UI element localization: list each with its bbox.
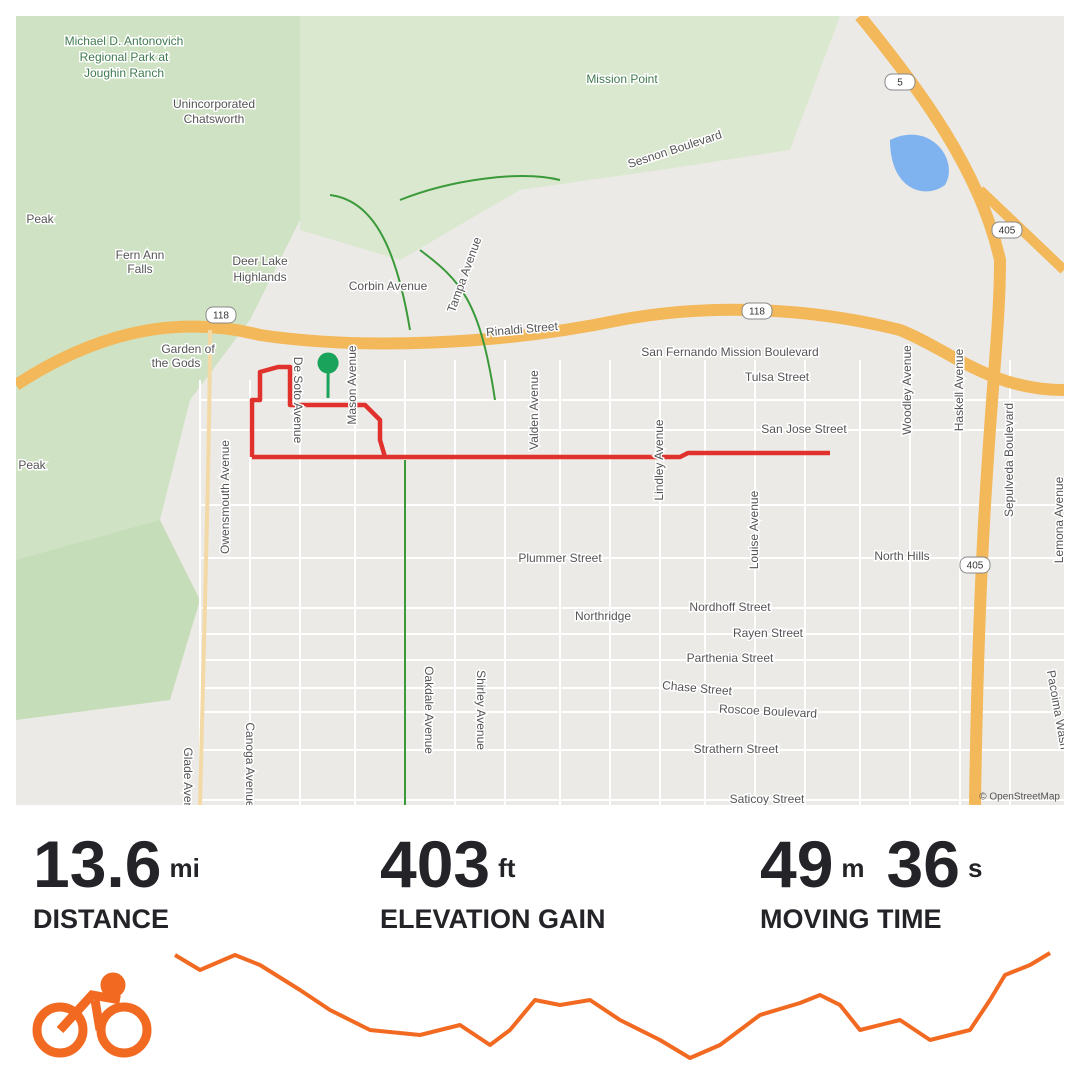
map-label: Sepulveda Boulevard (1002, 403, 1016, 517)
map-label: Michael D. Antonovich (65, 34, 184, 48)
map-label: Unincorporated (173, 97, 255, 111)
map-label: Northridge (575, 609, 631, 623)
map-label: Plummer Street (518, 551, 602, 565)
stat-number: 49 (760, 827, 833, 901)
stat-unit: s (968, 853, 982, 883)
stat-label: MOVING TIME (760, 904, 942, 934)
stat-value: 403 ft (380, 827, 516, 901)
stat-unit: m (841, 853, 864, 883)
map-label: Peak (26, 212, 54, 226)
route-shield (741, 302, 773, 320)
elevation-profile (173, 951, 1052, 1060)
map-label: De Soto Avenue (291, 357, 305, 444)
map-label: Roscoe Boulevard (719, 702, 818, 721)
map-label: Mission Point (586, 72, 658, 86)
map-label: Tulsa Street (745, 370, 810, 384)
map-label: North Hills (874, 549, 929, 563)
map-label: Valden Avenue (527, 370, 541, 450)
map-label: Mason Avenue (345, 345, 359, 424)
route-shield-label: 405 (967, 561, 984, 572)
stat-label: ELEVATION GAIN (380, 904, 606, 934)
map-label: San Fernando Mission Boulevard (641, 345, 818, 359)
map-label: San Jose Street (761, 422, 847, 436)
map-label: Strathern Street (694, 742, 779, 756)
stat-unit: ft (498, 853, 516, 883)
map-label: Oakdale Avenue (422, 666, 436, 754)
map: Michael D. Antonovich Regional Park at Jou… (16, 16, 1066, 823)
stat-unit: mi (169, 853, 199, 883)
map-label: Lemona Avenue (1052, 476, 1066, 563)
map-label: Regional Park at (80, 50, 169, 64)
cycling-icon (32, 972, 152, 1058)
map-label: Peak (18, 458, 46, 472)
map-label: Deer Lake (232, 254, 288, 268)
map-label: Louise Avenue (747, 490, 761, 569)
map-label: Chatsworth (184, 112, 245, 126)
stat-value: 49 m 36 s (760, 827, 982, 901)
map-label: Rayen Street (733, 626, 804, 640)
map-label: Garden of (161, 342, 215, 356)
map-label: Fern Ann (116, 248, 165, 262)
route-shield (959, 556, 991, 574)
map-label: Joughin Ranch (84, 66, 164, 80)
map-label: Glade Avenue (181, 747, 195, 823)
map-label: Owensmouth Avenue (218, 440, 232, 554)
stat-number: 403 (380, 827, 490, 901)
stat-value: 13.6 mi (33, 827, 200, 901)
map-label: Parthenia Street (687, 651, 774, 665)
route-shield-label: 118 (749, 307, 765, 318)
stat-label: DISTANCE (33, 904, 169, 934)
map-label: the Gods (152, 356, 201, 370)
map-label: Lindley Avenue (652, 419, 666, 501)
map-label: Highlands (233, 270, 286, 284)
map-label: Nordhoff Street (689, 600, 771, 614)
route-shield-label: 5 (897, 78, 903, 89)
stat-number: 13.6 (33, 827, 161, 901)
map-label: Woodley Avenue (900, 345, 914, 435)
route-shield-label: 118 (213, 311, 229, 322)
attribution: © OpenStreetMap (979, 792, 1060, 803)
route-shield (884, 73, 916, 91)
map-label: Corbin Avenue (349, 279, 428, 293)
stat-number: 36 (887, 827, 960, 901)
route-shield-label: 405 (999, 226, 1016, 237)
map-label: Haskell Avenue (952, 348, 966, 431)
route-shield (991, 221, 1023, 239)
map-label: Falls (127, 262, 152, 276)
map-label: Shirley Avenue (474, 670, 488, 750)
map-label: Saticoy Street (730, 792, 805, 806)
map-label: Canoga Avenue (243, 722, 257, 808)
route-shield (205, 306, 237, 324)
